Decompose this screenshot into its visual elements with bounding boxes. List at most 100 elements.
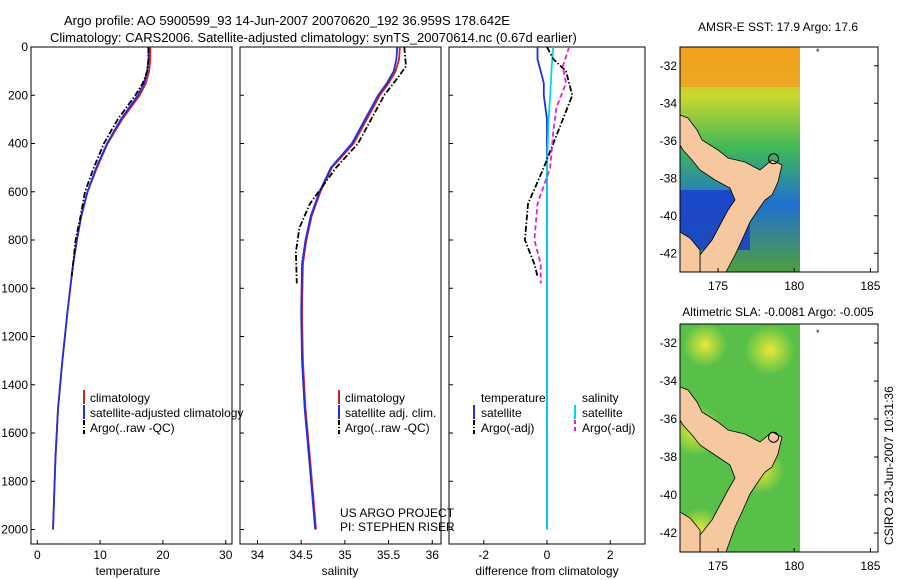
series-line xyxy=(52,47,150,530)
series-line xyxy=(301,46,401,530)
salinity-series xyxy=(294,46,407,530)
csiro-timestamp: CSIRO 23-Jun-2007 10:31:36 xyxy=(882,386,896,545)
pi-annotation: PI: STEPHEN RISER xyxy=(340,520,455,534)
y-tick-label: 400 xyxy=(8,137,28,151)
difference-series xyxy=(523,46,574,530)
legend-heading-temperature: temperature xyxy=(481,391,546,405)
x-tick-label: 34.5 xyxy=(289,548,313,562)
sst-map-title: AMSR-E SST: 17.9 Argo: 17.6 xyxy=(698,20,858,34)
series-line xyxy=(52,47,152,530)
lon-tick-label: 185 xyxy=(860,279,880,293)
x-tick-label: 35 xyxy=(338,548,352,562)
lon-tick-label: 175 xyxy=(708,279,728,293)
salinity-tick-labels: 34 34.5 35 35.5 36 xyxy=(240,46,439,562)
sla-lat-tick-labels: -32 -34 -36 -38 -40 -42 xyxy=(660,336,878,540)
lat-tick-label: -34 xyxy=(660,96,678,110)
difference-panel: -2 0 2 difference from climatology tempera… xyxy=(448,46,646,578)
x-tick-label: 34 xyxy=(251,548,265,562)
sla-high-blob xyxy=(745,325,795,375)
title-line-2: Climatology: CARS2006. Satellite-adjuste… xyxy=(50,30,577,45)
y-tick-label: 1800 xyxy=(1,474,28,488)
lat-tick-label: -32 xyxy=(660,336,678,350)
y-tick-label: 0 xyxy=(21,40,28,54)
sla-map-axes xyxy=(679,323,879,553)
series-line xyxy=(523,46,574,277)
sla-map-title: Altimetric SLA: -0.0081 Argo: -0.005 xyxy=(682,305,874,319)
project-annotation: US ARGO PROJECT xyxy=(340,506,455,520)
sla-high-blob xyxy=(683,324,727,367)
legend-label-sal-satellite: satellite xyxy=(582,406,623,420)
x-tick-label: 20 xyxy=(156,548,170,562)
y-tick-label: 2000 xyxy=(1,523,28,537)
sla-land xyxy=(680,386,783,552)
temperature-series xyxy=(52,47,152,530)
difference-tick-labels: -2 0 2 xyxy=(449,46,614,562)
lon-tick-label: 175 xyxy=(708,559,728,573)
y-tick-label: 1200 xyxy=(1,330,28,344)
depth-tick-labels: 0 200 400 600 800 1000 1200 1400 1600 1800 2000 xyxy=(1,40,35,537)
salinity-legend: climatology satellite adj. clim. Argo(..… xyxy=(338,390,436,435)
sla-map-panel: Altimetric SLA: -0.0081 Argo: -0.005 * 1… xyxy=(660,305,881,573)
temperature-axes xyxy=(30,46,233,545)
sst-land xyxy=(680,114,783,272)
legend-label-argo: Argo(..raw -QC) xyxy=(345,421,430,435)
difference-xlabel: difference from climatology xyxy=(475,564,618,578)
title-line-1: Argo profile: AO 5900599_93 14-Jun-2007 … xyxy=(64,13,510,28)
series-line xyxy=(70,47,150,277)
y-tick-label: 1600 xyxy=(1,426,28,440)
x-tick-label: 30 xyxy=(219,548,233,562)
legend-heading-salinity: salinity xyxy=(582,391,619,405)
x-tick-label: 0 xyxy=(544,548,551,562)
series-line xyxy=(546,46,555,530)
y-tick-label: 1400 xyxy=(1,378,28,392)
lat-tick-label: -38 xyxy=(660,171,678,185)
sla-south-island xyxy=(680,511,701,552)
y-tick-label: 200 xyxy=(8,88,28,102)
sla-argo-position-marker xyxy=(768,431,780,443)
series-line xyxy=(300,46,399,530)
legend-label-satellite-adj: satellite adj. clim. xyxy=(345,406,436,420)
y-tick-label: 1000 xyxy=(1,281,28,295)
y-tick-label: 600 xyxy=(8,185,28,199)
lon-tick-label: 180 xyxy=(784,559,804,573)
salinity-xlabel: salinity xyxy=(322,564,359,578)
lat-tick-label: -42 xyxy=(660,246,678,260)
temperature-tick-labels: 0 10 20 30 xyxy=(34,540,233,562)
temperature-panel: 0 200 400 600 800 1000 1200 1400 1600 1800 2000 0 1… xyxy=(1,40,243,578)
sla-lon-tick-labels: 175 180 185 xyxy=(708,548,881,573)
sst-south-island xyxy=(680,231,701,272)
lat-tick-label: -36 xyxy=(660,134,678,148)
sst-map-panel: AMSR-E SST: 17.9 Argo: 17.6 * 175 180 185 … xyxy=(660,20,881,293)
series-line xyxy=(536,47,548,530)
legend-label-satellite-adjusted: satellite-adjusted climatology xyxy=(90,406,243,420)
y-tick-label: 800 xyxy=(8,233,28,247)
salinity-axes xyxy=(239,46,442,545)
legend-label-temp-argo: Argo(-adj) xyxy=(481,421,534,435)
x-tick-label: 10 xyxy=(93,548,107,562)
sst-argo-position-marker xyxy=(768,153,780,165)
sst-lon-tick-labels: 175 180 185 xyxy=(708,268,881,293)
sst-lat-tick-labels: -32 -34 -36 -38 -40 -42 xyxy=(660,59,878,260)
sst-warm-patch xyxy=(680,47,800,87)
x-tick-label: -2 xyxy=(478,548,489,562)
lon-tick-label: 185 xyxy=(860,559,880,573)
lat-tick-label: -40 xyxy=(660,209,678,223)
x-tick-label: 35.5 xyxy=(377,548,401,562)
series-line xyxy=(533,46,570,284)
legend-label-sal-argo: Argo(-adj) xyxy=(582,421,635,435)
lat-tick-label: -32 xyxy=(660,59,678,73)
sla-star-marker: * xyxy=(816,328,820,338)
x-tick-label: 2 xyxy=(607,548,614,562)
lat-tick-label: -36 xyxy=(660,412,678,426)
sst-map-axes xyxy=(679,46,879,273)
x-tick-label: 0 xyxy=(34,548,41,562)
legend-label-temp-satellite: satellite xyxy=(481,406,522,420)
lat-tick-label: -40 xyxy=(660,488,678,502)
lat-tick-label: -34 xyxy=(660,374,678,388)
temperature-xlabel: temperature xyxy=(96,564,161,578)
lon-tick-label: 180 xyxy=(784,279,804,293)
difference-legend: temperature satellite Argo(-adj) salinit… xyxy=(473,391,635,435)
sst-star-marker: * xyxy=(816,47,820,57)
salinity-panel: 34 34.5 35 35.5 36 salinity climatology sate… xyxy=(239,46,455,578)
